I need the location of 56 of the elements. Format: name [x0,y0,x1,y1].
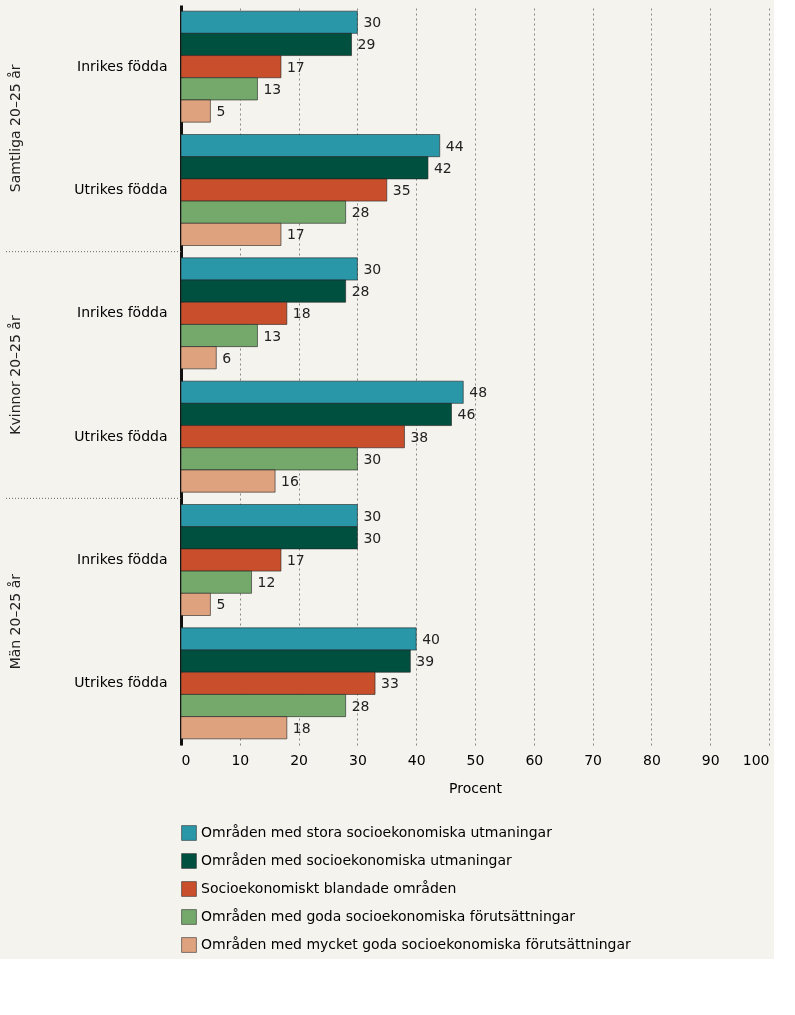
data-label: 38 [410,428,429,445]
data-label: 5 [216,596,226,613]
legend-label: Områden med mycket goda socioekonomiska förutsättningar [201,936,632,952]
data-label: 39 [416,653,435,670]
data-label: 40 [422,630,441,647]
data-label: 35 [392,182,411,198]
data-label: 30 [363,507,382,524]
x-tick-label: 80 [642,751,661,768]
y-tick-label: Inrikes födda [77,57,168,74]
x-tick-label: 0 [181,751,191,768]
x-tick-label: 30 [348,751,367,768]
data-label: 30 [363,450,382,467]
data-label: 18 [292,305,311,322]
data-label: 46 [457,406,476,423]
y-tick-label: Utrikes födda [74,427,168,444]
data-label: 6 [222,349,232,366]
data-label: 13 [263,80,282,97]
data-label: 30 [363,260,382,277]
data-label: 29 [357,36,376,53]
data-label: 33 [381,675,399,692]
x-tick-label: 20 [290,751,309,768]
data-label: 30 [363,529,382,546]
text: Män 20–25 år [7,573,23,670]
data-label: 17 [286,58,305,75]
x-tick-label: 10 [231,751,250,768]
data-label: 48 [469,384,488,401]
legend-label: Områden med stora socioekonomiska utmaningar [201,824,553,840]
data-label: 44 [445,137,464,154]
data-label: 17 [286,226,305,243]
data-label: 28 [351,283,370,300]
data-label: 17 [286,552,305,568]
y-tick-label: Inrikes födda [77,304,168,321]
x-tick-label: 100 [742,751,770,768]
y-tick-label: Inrikes födda [77,551,168,567]
data-label: 18 [292,719,311,736]
x-tick-label: 60 [525,751,544,768]
data-label: 42 [433,159,452,176]
text: Samtliga 20–25 år [7,64,23,193]
y-tick-label: Utrikes födda [74,181,168,197]
legend-label: Områden med socioekonomiska utmaningar [201,852,513,868]
x-tick-label: 90 [701,751,720,768]
data-label: 30 [363,14,382,31]
data-label: 16 [281,473,299,490]
x-tick-label: 40 [407,751,426,768]
x-tick-label: 50 [466,751,485,768]
y-tick-label: Utrikes födda [74,674,168,691]
legend-label: Socioekonomiskt blandade områden [201,880,457,896]
text: Kvinnor 20–25 år [7,315,23,435]
data-label: 28 [351,204,370,221]
x-axis-title: Procent [449,779,503,796]
data-label: 13 [263,327,282,344]
legend-label: Områden med goda socioekonomiska förutsättningar [201,908,576,924]
x-tick-label: 70 [584,751,603,768]
data-label: 5 [216,103,226,120]
data-label: 12 [257,574,276,591]
data-label: 28 [351,697,370,714]
